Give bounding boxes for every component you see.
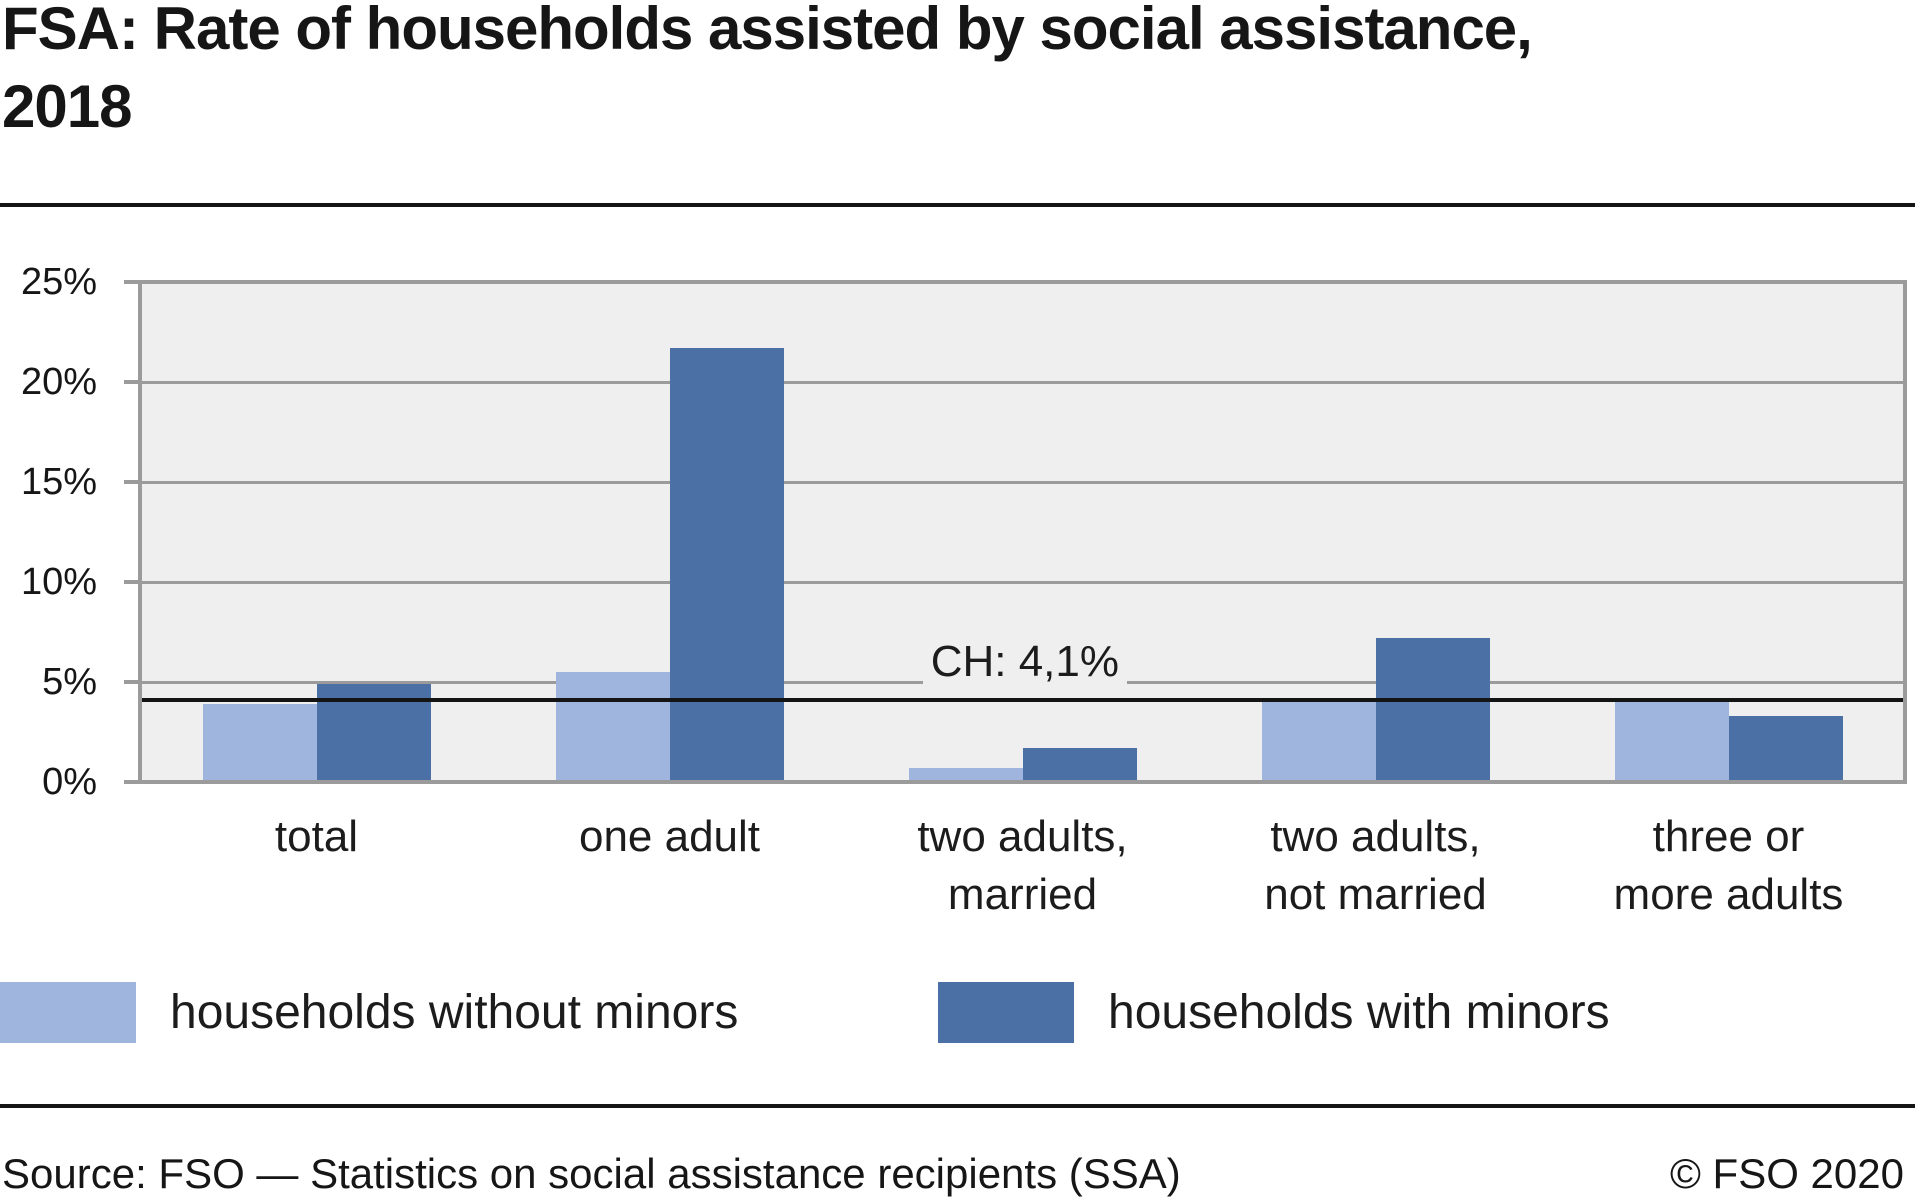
- source-text: Source: FSO — Statistics on social assis…: [2, 1150, 1181, 1197]
- y-axis-tick-15: [124, 480, 138, 484]
- gridline-15: [140, 481, 1905, 484]
- x-category-label-two-adults-married: two adults, married: [917, 812, 1128, 919]
- y-axis-tick-20: [124, 380, 138, 384]
- bar-three-or-more-adults-households-without-minors: [1615, 700, 1729, 782]
- y-axis-label-10: 10%: [20, 561, 97, 603]
- legend-item-households-without-minors: households without minors: [0, 982, 738, 1043]
- y-axis-label-0: 0%: [42, 761, 97, 803]
- y-axis-tick-0: [124, 780, 138, 784]
- bar-three-or-more-adults-households-with-minors: [1729, 716, 1843, 782]
- gridline-20: [140, 381, 1905, 384]
- bar-two-adults-not-married-households-without-minors: [1262, 700, 1376, 782]
- y-axis-tick-5: [124, 680, 138, 684]
- bar-two-adults-married-households-with-minors: [1023, 748, 1137, 782]
- y-axis-label-5: 5%: [42, 661, 97, 703]
- bar-two-adults-not-married-households-with-minors: [1376, 638, 1490, 782]
- copyright-text: © FSO 2020: [1669, 1150, 1904, 1197]
- title-divider-line: [0, 203, 1915, 207]
- bar-one-adult-households-without-minors: [556, 672, 670, 782]
- gridline-10: [140, 581, 1905, 584]
- y-axis-label-15: 15%: [20, 461, 97, 503]
- legend-label-households-without-minors: households without minors: [170, 986, 739, 1039]
- y-axis-label-20: 20%: [20, 361, 97, 403]
- footer-divider-line: [0, 1104, 1915, 1108]
- legend-label-households-with-minors: households with minors: [1108, 986, 1610, 1039]
- bar-total-households-without-minors: [203, 704, 317, 782]
- x-category-label-total: total: [274, 812, 359, 861]
- y-axis-tick-25: [124, 280, 138, 284]
- legend-swatch-households-with-minors: [938, 982, 1074, 1043]
- plot-area: CH: 4,1%: [138, 280, 1907, 784]
- reference-line-label: CH: 4,1%: [922, 636, 1127, 690]
- x-category-label-three-or-more-adults: three or more adults: [1613, 812, 1844, 919]
- legend-swatch-households-without-minors: [0, 982, 136, 1043]
- x-category-label-two-adults-not-married: two adults, not married: [1264, 812, 1487, 919]
- reference-line-ch-average: [138, 698, 1907, 702]
- legend-item-households-with-minors: households with minors: [938, 982, 1610, 1043]
- x-category-label-one-adult: one adult: [578, 812, 761, 861]
- y-axis-tick-10: [124, 580, 138, 584]
- chart-title: FSA: Rate of households assisted by soci…: [2, 0, 1533, 140]
- bar-two-adults-married-households-without-minors: [909, 768, 1023, 782]
- y-axis-label-25: 25%: [20, 261, 97, 303]
- bar-one-adult-households-with-minors: [670, 348, 784, 782]
